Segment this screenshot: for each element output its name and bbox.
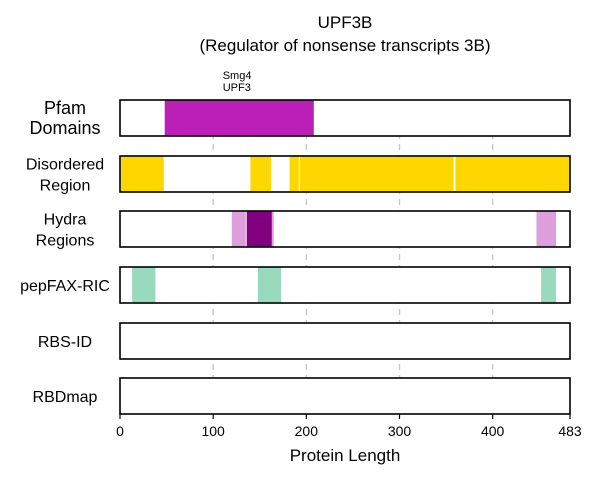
track-2-segment-3 [536, 211, 557, 247]
segment-annotation: Smg4 [223, 70, 252, 82]
track-label: Regions [36, 233, 95, 250]
chart-subtitle: (Regulator of nonsense transcripts 3B) [199, 36, 490, 55]
x-axis: 0 100 200 300 400 483 [116, 414, 582, 439]
x-tick-label-2: 200 [295, 423, 319, 439]
track-1-segment-1 [250, 156, 271, 192]
track-label: RBS-ID [38, 334, 92, 351]
track-1-segment-4 [455, 156, 570, 192]
track-1 [119, 155, 571, 193]
track-label: Hydra [44, 212, 87, 229]
x-tick-label-1: 100 [201, 423, 225, 439]
track-3-segment-1 [257, 267, 282, 303]
track-label: Domains [29, 118, 100, 138]
track-2-segment-1 [246, 211, 272, 247]
track-background [120, 323, 570, 359]
track-label: RBDmap [33, 389, 98, 406]
track-frame [119, 99, 571, 137]
track-2 [119, 210, 571, 248]
track-background [120, 211, 570, 247]
x-tick-label-0: 0 [116, 423, 124, 439]
track-3 [119, 266, 571, 304]
track-2-segment-0 [231, 211, 246, 247]
track-4 [119, 322, 571, 360]
track-5 [119, 377, 571, 415]
track-1-segment-3 [299, 156, 454, 192]
track-background [120, 378, 570, 414]
track-frame [119, 266, 571, 304]
track-frame [119, 210, 571, 248]
x-tick-label-4: 400 [481, 423, 505, 439]
segment-annotation: UPF3 [223, 82, 251, 94]
track-3-segment-0 [132, 267, 156, 303]
track-frame [119, 155, 571, 193]
track-label: Pfam [44, 98, 86, 118]
grid-lines [212, 100, 494, 414]
track-label: Disordered [26, 157, 104, 174]
track-2-segment-2 [271, 211, 274, 247]
track-3-segment-2 [541, 267, 557, 303]
track-frame [119, 322, 571, 360]
x-tick-label-3: 300 [388, 423, 412, 439]
track-label: pepFAX-RIC [20, 278, 110, 295]
x-axis-label: Protein Length [290, 446, 401, 465]
track-1-segment-2 [289, 156, 299, 192]
track-label: Region [40, 178, 91, 195]
x-tick-label-5: 483 [558, 423, 582, 439]
track-1-segment-0 [120, 156, 164, 192]
track-frame [119, 377, 571, 415]
track-0-segment-0 [164, 100, 314, 136]
track-background [120, 267, 570, 303]
chart-title: UPF3B [318, 13, 373, 32]
